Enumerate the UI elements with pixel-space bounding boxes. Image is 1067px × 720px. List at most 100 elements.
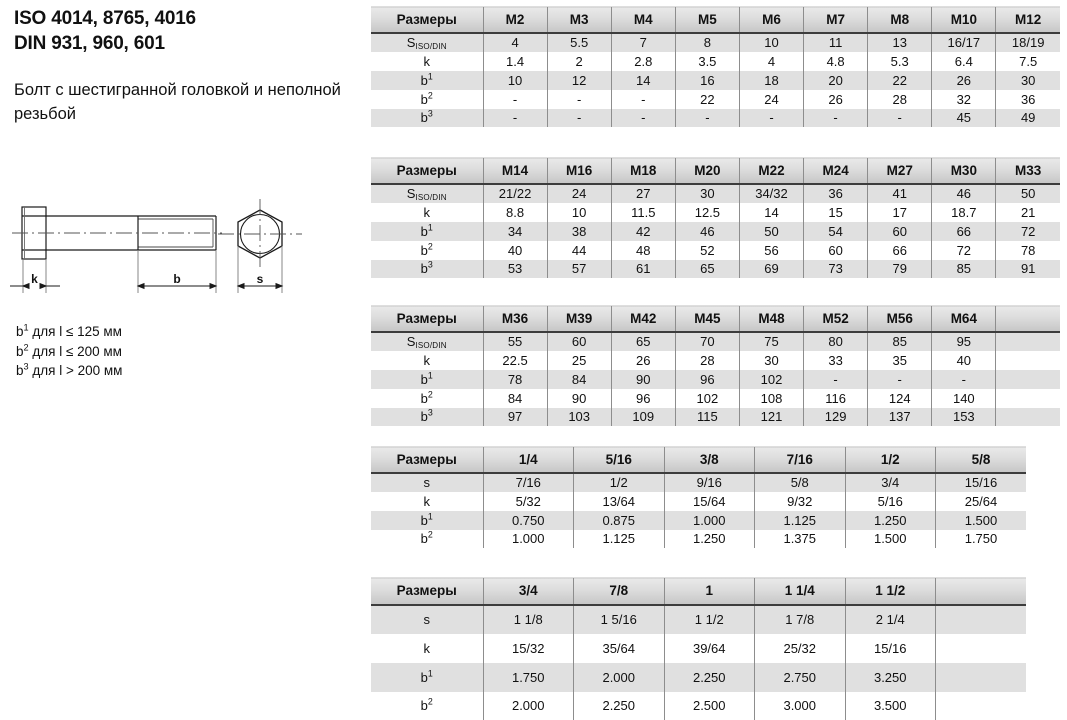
row-label: b1 [371,221,483,241]
table-row: k 22.5 25 26 28 30 33 35 40 [371,350,1060,370]
row-label-superscript: 2 [427,389,433,400]
table-cell: 66 [931,221,996,241]
table-cell: - [931,369,996,389]
dimension-b-label: b [173,272,180,286]
table-cell: 15/16 [844,633,936,663]
table-cell: 1 5/16 [573,604,664,634]
table-cell: 2.250 [663,662,755,692]
row-label-symbol: k [423,493,431,509]
table-cell: 103 [546,407,612,427]
column-header-M8: M8 [867,6,932,34]
bolt-drawing-svg: k b s [10,199,302,293]
hex-end-view [218,199,302,269]
table-cell: 53 [482,259,548,279]
table-cell: 45 [931,108,996,128]
row-label-symbol: b [420,261,428,277]
column-header-M52: M52 [803,305,868,333]
table-cell: 10 [482,70,548,90]
column-header-M33: M33 [995,157,1060,185]
note-text: для l ≤ 200 мм [28,343,122,359]
table-cell: 70 [674,331,740,351]
table-cell: 25/64 [935,491,1026,511]
table-cell: 78 [482,369,548,389]
table-row: b3 97 103 109 115 121 129 137 153 [371,407,1060,427]
left-info-column: ISO 4014, 8765, 4016 DIN 931, 960, 601 Б… [10,6,360,716]
table-cell: 115 [674,407,740,427]
dimension-b [136,282,218,290]
table-row: b3- - - - - - -45 49 [371,108,1060,128]
table-row: k 8.8 10 11.5 12.5 14 15 17 18.7 21 [371,202,1060,222]
table-cell: 121 [738,407,804,427]
table-cell: 56 [738,240,804,260]
table-cell: 15/64 [663,491,755,511]
table-cell: 18.7 [931,202,996,222]
row-label-subscript: ISO/DIN [415,193,447,202]
row-label-symbol: k [423,352,431,368]
table-cell: 60 [867,221,932,241]
table-row: k 15/32 35/64 39/64 25/32 15/16 [371,633,1026,663]
table-cell: 60 [803,240,868,260]
table-row: SISO/DIN 4 5.5 7 8 10 11 13 16/17 18/19 [371,32,1060,52]
table-cell: 5/32 [482,491,574,511]
table-cell: 30 [995,70,1060,90]
table-cell: 72 [931,240,996,260]
table-row: s 7/16 1/2 9/16 5/8 3/4 15/16 [371,472,1026,492]
table-cell: 5/8 [754,472,845,492]
table-cell: 8 [674,32,740,52]
column-header-M16: M16 [546,157,612,185]
table-cell: 13 [867,32,932,52]
table-cell: 22 [674,89,740,109]
row-label: b2 [371,388,483,408]
table-header-row: Размеры 3/4 7/8 1 1 1/4 1 1/2 [371,577,1026,606]
column-header-M42: M42 [610,305,676,333]
table-cell: 0.750 [482,510,574,530]
row-label-subscript: ISO/DIN [415,42,447,51]
table-cell: - [803,369,868,389]
table-cell: 102 [738,369,804,389]
table-cell: 79 [867,259,932,279]
column-header-M14: M14 [482,157,548,185]
table-cell: 96 [610,388,676,408]
table-cell: 57 [546,259,612,279]
row-label: s [371,604,483,634]
table-metric-m36-m64: Размеры M36 M39 M42 M45 M48 M52 M56 M64 SISO/DIN 5… [371,305,1060,427]
column-header-M7: M7 [803,6,868,34]
dimension-k-label: k [31,272,38,286]
column-header-M20: M20 [674,157,740,185]
row-label-symbol: b [420,512,428,528]
note-superscript: 3 [23,361,29,372]
table-cell: 36 [803,183,868,203]
row-label-superscript: 1 [427,222,433,233]
row-label-symbol: b [420,698,428,714]
table-cell: 26 [803,89,868,109]
table-cell: 90 [546,388,612,408]
row-label: k [371,202,483,222]
table-cell: 116 [803,388,868,408]
table-cell: 4 [482,32,548,52]
table-cell [935,604,1026,634]
hex-head-bolt-drawing: k b s [10,189,330,301]
table-row: b2 84 90 96 102 108 116 124 140 [371,388,1060,408]
row-label-superscript: 3 [427,407,433,418]
spec-table-imperial-quarter-five-eighth: Размеры 1/4 5/16 3/8 7/16 1/2 5/8 s 7/16 1/2 9/16 5… [371,446,1026,549]
note-line: b2 для l ≤ 200 мм [16,342,122,362]
row-label: SISO/DIN [371,32,483,52]
column-header-7-16: 7/16 [754,446,845,474]
table-cell: 16/17 [931,32,996,52]
row-label-symbol: b [420,91,428,107]
table-cell: 97 [482,407,548,427]
row-label: b3 [371,108,483,128]
standards-title: ISO 4014, 8765, 4016 DIN 931, 960, 601 [14,6,360,56]
table-cell: 34 [482,221,548,241]
table-cell: 3.500 [844,691,936,720]
table-row: b1 1.750 2.000 2.250 2.750 3.250 [371,662,1026,692]
table-cell: - [482,89,548,109]
table-imperial-three-quarter-one-half: Размеры 3/4 7/8 1 1 1/4 1 1/2 s 1 1/8 1 5/16 1 1/… [371,577,1026,720]
table-cell: 1.4 [482,51,548,71]
table-cell: 20 [803,70,868,90]
table-cell [935,662,1026,692]
table-cell: 30 [738,350,804,370]
row-label: b3 [371,259,483,279]
table-cell: 4.8 [803,51,868,71]
column-header-M12: M12 [995,6,1060,34]
